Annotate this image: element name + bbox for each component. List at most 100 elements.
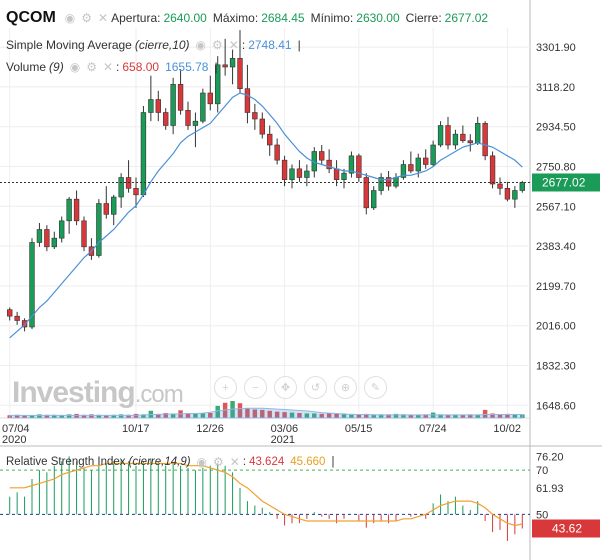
candle-body — [467, 140, 473, 144]
candle-body — [207, 92, 213, 105]
volume-bar — [460, 414, 466, 418]
x-tick-sublabel: 2020 — [2, 434, 26, 446]
y-tick-label: 3118.20 — [536, 82, 575, 94]
candle-body — [73, 198, 80, 222]
settings-icon[interactable]: ⚙ — [213, 455, 224, 469]
candle-body — [475, 123, 481, 144]
volume-bar — [118, 414, 124, 418]
volume-bar — [245, 408, 250, 418]
volume-bar — [497, 414, 503, 418]
sma-params: (cierre,10) — [134, 38, 190, 52]
volume-bar — [468, 414, 473, 418]
brand-suffix: .com — [134, 381, 184, 408]
candle-body — [51, 237, 57, 248]
volume-bar — [44, 414, 50, 418]
volume-bar — [297, 413, 302, 418]
crosshair-icon[interactable]: ⊕ — [334, 376, 357, 399]
close-icon[interactable]: ✕ — [102, 60, 114, 74]
reset-icon[interactable]: ↺ — [304, 376, 327, 399]
sma-name: Simple Moving Average — [6, 38, 132, 52]
close-icon[interactable]: ✕ — [98, 11, 109, 25]
volume-bar — [304, 413, 310, 418]
x-tick-label: 05/15 — [345, 423, 373, 435]
volume-bar — [29, 415, 35, 418]
volume-bar — [319, 413, 324, 418]
close-label: Cierre: — [405, 11, 442, 25]
candle-body — [118, 177, 124, 198]
candle-body — [512, 190, 518, 200]
sma-value: 2748.41 — [248, 38, 292, 52]
volume-bar — [438, 414, 443, 418]
eye-icon[interactable]: ◉ — [196, 455, 208, 469]
eye-icon[interactable]: ◉ — [69, 60, 81, 74]
volume-bar — [349, 413, 354, 418]
volume-bar — [237, 403, 243, 418]
settings-icon[interactable]: ⚙ — [86, 60, 97, 74]
volume-bar — [326, 413, 332, 418]
volume-bar — [401, 414, 406, 418]
volume-bar — [371, 414, 376, 418]
settings-icon[interactable]: ⚙ — [81, 11, 93, 25]
volume-bar — [475, 414, 480, 418]
volume-bar — [364, 413, 369, 418]
eye-icon[interactable]: ◉ — [195, 38, 207, 52]
rsi-name: Relative Strength Index — [6, 456, 126, 468]
x-tick-label: 10/02 — [493, 423, 521, 435]
volume-bar — [133, 413, 139, 418]
sma-legend: Simple Moving Average (cierre,10) ◉ ⚙ ✕ … — [6, 38, 301, 52]
close-icon[interactable]: ✕ — [228, 38, 239, 52]
volume-bar — [104, 415, 109, 418]
candle-body — [363, 177, 369, 209]
rsi-y-tick-label: 50 — [536, 509, 548, 521]
candle-body — [356, 155, 362, 178]
volume-bar — [445, 414, 451, 418]
volume-bar — [334, 413, 339, 418]
y-tick-label: 2199.70 — [536, 281, 576, 293]
candle-body — [215, 64, 221, 105]
candle-body — [437, 125, 444, 146]
y-tick-label: 2383.40 — [536, 241, 576, 253]
close-icon[interactable]: ✕ — [229, 455, 240, 469]
pan-icon[interactable]: ✥ — [274, 376, 297, 399]
draw-icon[interactable]: ✎ — [364, 376, 387, 399]
rsi-signal-line — [9, 462, 523, 527]
investing-logo: Investing.com — [12, 376, 184, 410]
candle-body — [81, 220, 87, 248]
volume-bar — [208, 413, 213, 418]
volume-bar — [252, 409, 258, 418]
brand-name: Investing — [12, 376, 136, 409]
volume-bar — [505, 413, 510, 418]
volume-bar — [282, 412, 287, 418]
volume-bar — [423, 414, 428, 418]
candle-body — [244, 88, 251, 113]
x-tick-label: 03/06 — [271, 423, 299, 435]
sma-line — [9, 92, 523, 339]
candle-body — [333, 168, 340, 180]
volume-value-blue: 1655.78 — [165, 60, 209, 74]
candle-body — [29, 242, 35, 328]
zoom-in-icon[interactable]: + — [214, 376, 237, 399]
eye-icon[interactable]: ◉ — [64, 11, 76, 25]
settings-icon[interactable]: ⚙ — [212, 38, 223, 52]
candle-body — [66, 198, 72, 222]
open-label: Apertura: — [111, 11, 161, 25]
rsi-value-2: 45.660 — [290, 456, 326, 468]
current-price-badge — [532, 173, 600, 192]
y-tick-label: 1648.60 — [536, 400, 576, 412]
candle-body — [348, 155, 355, 174]
y-tick-label: 3301.90 — [536, 42, 576, 54]
volume-legend: Volume (9) ◉ ⚙ ✕ : 658.00 1655.78 | — [6, 60, 218, 74]
rsi-current-label: 43.62 — [552, 522, 582, 536]
candle-body — [460, 133, 466, 141]
volume-bar — [200, 413, 206, 418]
candle-body — [289, 168, 295, 180]
candle-body — [155, 99, 161, 113]
rsi-value-1: 43.624 — [249, 456, 285, 468]
volume-params: (9) — [49, 60, 64, 74]
candle-body — [423, 157, 429, 165]
candle-body — [415, 157, 421, 172]
volume-name: Volume — [6, 60, 47, 74]
candle-body — [237, 58, 243, 89]
zoom-out-icon[interactable]: − — [244, 376, 267, 399]
